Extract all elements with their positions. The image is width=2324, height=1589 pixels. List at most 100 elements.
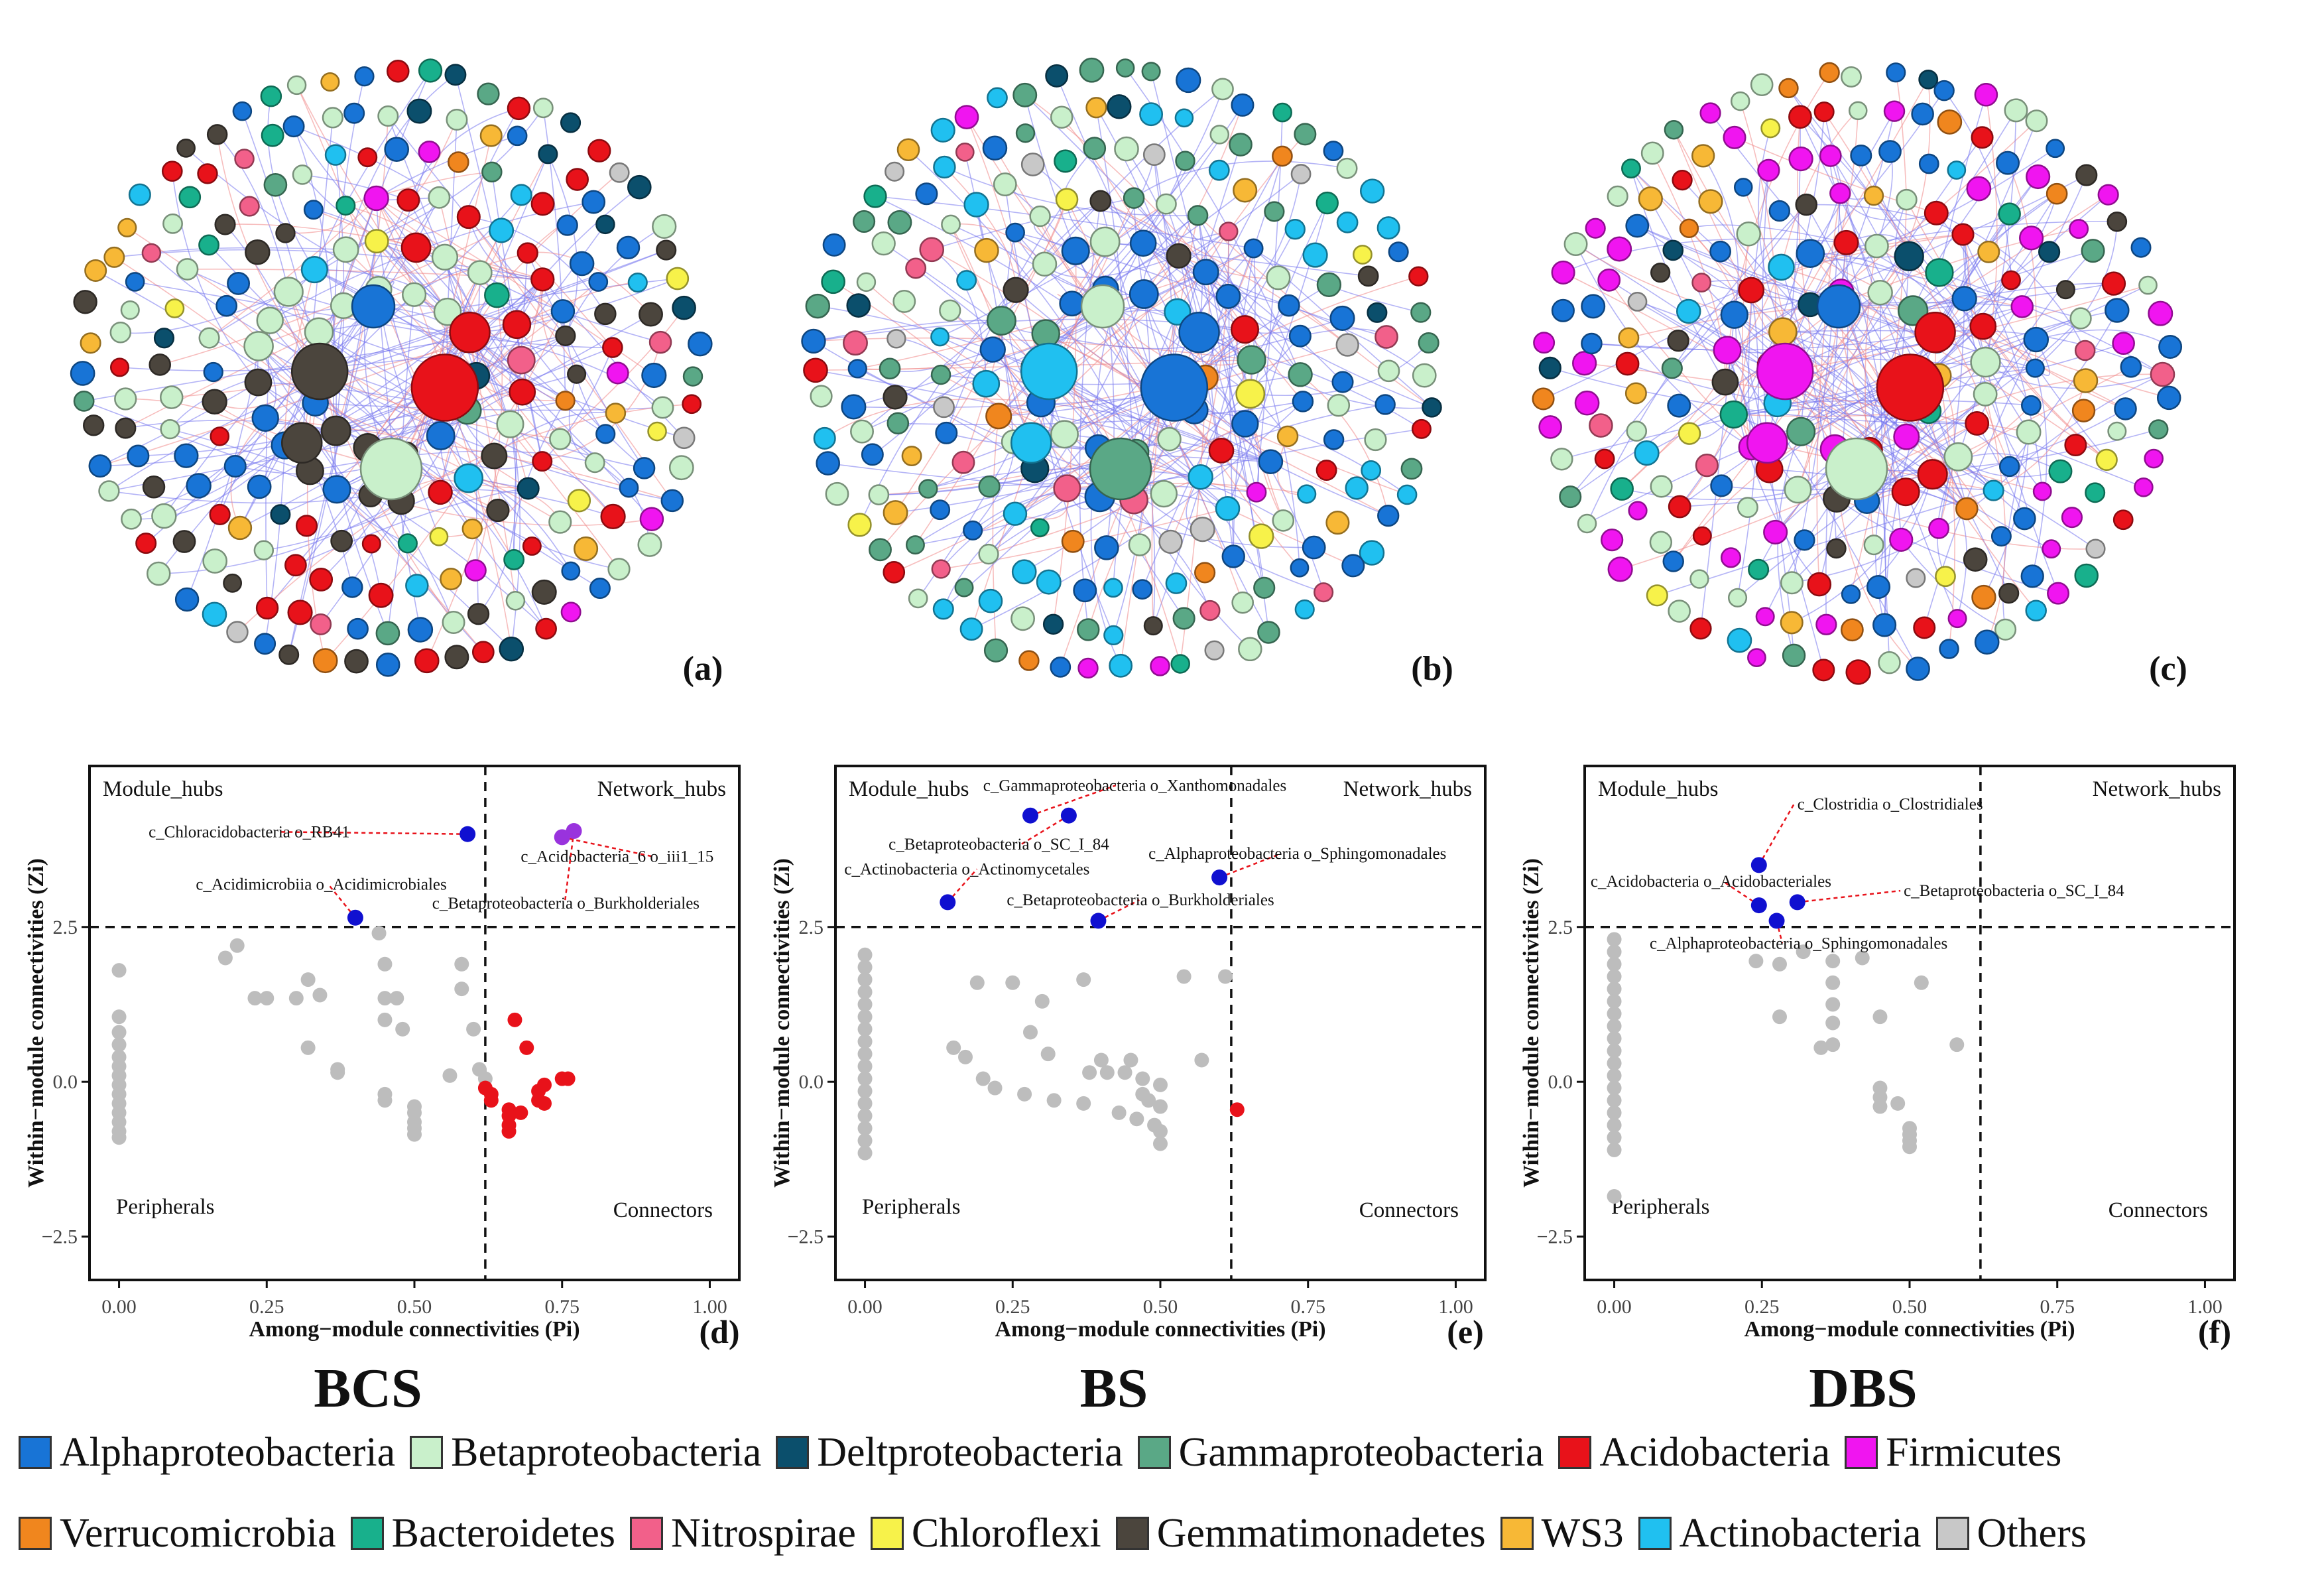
y-axis-label: Within−module connectivities (Zi) (1519, 858, 1544, 1188)
network-node (202, 602, 227, 627)
network-edge (1630, 168, 1994, 491)
x-tick-label: 1.00 (692, 1296, 727, 1318)
network-node (153, 328, 175, 349)
network-node (1345, 476, 1369, 500)
network-node (1276, 425, 1299, 448)
network-edge (1227, 508, 1354, 566)
legend-item-nitrospirae: Nitrospirae (630, 1510, 856, 1557)
network-node (1625, 214, 1650, 238)
peripheral-point (969, 975, 985, 990)
network-node (1315, 460, 1337, 481)
network-node (481, 442, 508, 470)
hub-leader-line (564, 830, 575, 903)
network-node (343, 102, 365, 124)
network-node (510, 184, 532, 206)
peripheral-point (1949, 1037, 1965, 1052)
network-node (1272, 145, 1293, 167)
network-node (357, 147, 378, 168)
x-tick-label: 0.50 (1892, 1296, 1927, 1318)
network-node (2042, 539, 2061, 559)
network-node (429, 527, 449, 546)
network-node (1782, 643, 1806, 668)
network-node (1794, 529, 1815, 551)
network-node (223, 455, 247, 478)
network-node (256, 306, 284, 334)
legend-label: Alphaproteobacteria (60, 1429, 396, 1475)
network-node (581, 190, 606, 214)
network-node (574, 536, 599, 561)
network-node (816, 451, 841, 476)
network-edge (479, 272, 645, 469)
peripheral-point (442, 1068, 458, 1083)
peripheral-point (857, 1058, 873, 1074)
network-edge (2032, 367, 2048, 577)
hub-label: c_Alphaproteobacteria o_Sphingomonadales (1148, 845, 1446, 863)
network-node (856, 272, 877, 292)
network-node (1646, 584, 1668, 607)
legend-item-acidobacteria: Acidobacteria (1558, 1429, 1830, 1476)
network-node (1676, 298, 1701, 324)
peripheral-point (1607, 969, 1622, 984)
network-node (410, 353, 479, 422)
network-node (931, 559, 951, 579)
network-node (803, 357, 828, 383)
connector-point (560, 1071, 576, 1086)
network-node (1711, 368, 1739, 396)
peripheral-point (857, 947, 873, 962)
network-node (1050, 420, 1079, 449)
network-node (985, 403, 1012, 430)
legend-label: Others (1977, 1510, 2087, 1556)
network-node (120, 300, 140, 320)
zipi-letter-3: (f) (2198, 1313, 2231, 1350)
network-node (414, 648, 440, 674)
peripheral-point (377, 991, 393, 1006)
network-node (1243, 238, 1264, 259)
network-node (1089, 226, 1121, 257)
network-node (1325, 511, 1350, 535)
y-axis-label: Within−module connectivities (Zi) (770, 858, 794, 1188)
network-node (1094, 535, 1119, 560)
peripheral-point (1218, 969, 1233, 984)
network-node (1176, 67, 1201, 94)
network-node (1730, 91, 1750, 111)
network-node (1221, 544, 1245, 568)
network-node (1928, 517, 1950, 539)
network-node (1746, 422, 1788, 464)
network-node (1376, 216, 1400, 240)
network-node (1290, 558, 1310, 578)
network-edge (940, 203, 1167, 338)
network-node (1585, 218, 1606, 239)
peripheral-point (111, 1037, 127, 1052)
network-node (1264, 201, 1285, 222)
network-edge (1151, 312, 1178, 626)
network-edge (1733, 285, 2148, 415)
network-node (869, 538, 892, 562)
network-node (1559, 485, 1582, 509)
network-node (532, 97, 554, 119)
network-node (939, 299, 961, 322)
network-node (172, 530, 196, 553)
network-node (1650, 475, 1673, 498)
network-node (1689, 569, 1709, 589)
network-edge (1939, 272, 2163, 375)
network-node (1597, 268, 1621, 292)
network-node (941, 214, 961, 235)
network-node (1626, 420, 1648, 442)
network-node (1662, 239, 1684, 261)
network-node (1998, 582, 2020, 604)
network-node (449, 311, 491, 353)
legend-swatch (1137, 1436, 1171, 1469)
peripheral-point (857, 960, 873, 975)
network-node (531, 579, 557, 605)
network-node (406, 98, 432, 124)
x-tick-label: 0.00 (1597, 1296, 1632, 1318)
plot-frame (88, 765, 741, 1281)
network-node (1294, 123, 1317, 146)
network-node (1178, 311, 1220, 353)
network-node (73, 391, 95, 412)
network-node (174, 587, 200, 612)
network-node (1574, 390, 1600, 416)
legend-label: Gemmatimonadetes (1156, 1510, 1486, 1556)
network-edge (1727, 199, 1908, 351)
hub-leader-line (1030, 785, 1117, 816)
